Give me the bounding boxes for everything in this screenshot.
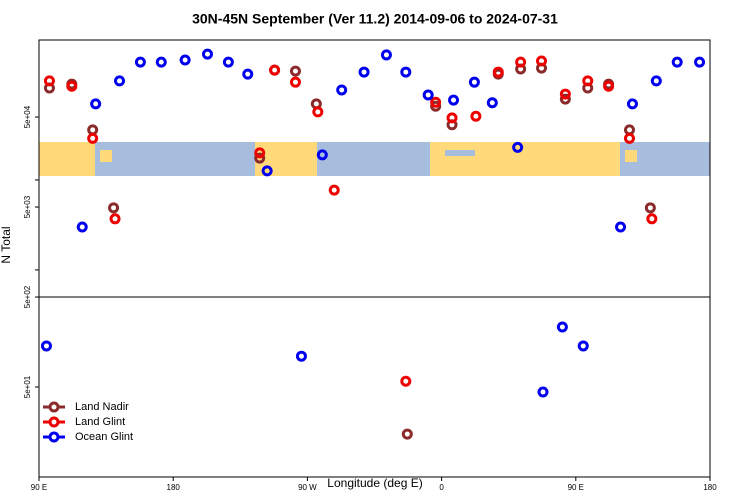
point (87, 124, 99, 136)
point (40, 340, 52, 352)
point (401, 428, 413, 440)
point (400, 375, 412, 387)
point (155, 56, 167, 68)
point (134, 56, 146, 68)
point (380, 49, 392, 61)
point (694, 56, 706, 68)
point (671, 56, 683, 68)
point (201, 48, 213, 60)
point (76, 221, 88, 233)
point (222, 56, 234, 68)
point (254, 152, 266, 164)
x-tick-label: 90 W (298, 483, 317, 492)
point (537, 386, 549, 398)
point (261, 165, 273, 177)
point (536, 55, 548, 67)
point (486, 97, 498, 109)
point (559, 88, 571, 100)
point (336, 84, 348, 96)
point (114, 75, 126, 87)
point (108, 202, 120, 214)
point (559, 93, 571, 105)
y-tick-label: 5e+03 (23, 195, 32, 218)
legend-marker (48, 431, 60, 443)
point (430, 96, 442, 108)
point (644, 202, 656, 214)
point (430, 100, 442, 112)
point (577, 340, 589, 352)
y-tick-label: 5e+04 (23, 105, 32, 128)
point (448, 94, 460, 106)
legend-marker (48, 416, 60, 428)
point (109, 213, 121, 225)
x-tick-label: 90 E (31, 483, 47, 492)
point (400, 66, 412, 78)
point (492, 66, 504, 78)
point (422, 89, 434, 101)
point (556, 321, 568, 333)
point (470, 110, 482, 122)
x-tick-label: 90 E (568, 483, 584, 492)
point (515, 56, 527, 68)
plot-frame (38, 39, 711, 478)
legend-label: Ocean Glint (75, 431, 133, 443)
legend-label: Land Glint (75, 416, 125, 428)
point (646, 213, 658, 225)
y-axis-label: N Total (0, 226, 13, 263)
point (90, 98, 102, 110)
point (254, 147, 266, 159)
point (66, 80, 78, 92)
map-strip (39, 142, 710, 176)
y-tick-label: 5e+01 (23, 375, 32, 398)
point (179, 54, 191, 66)
point (358, 66, 370, 78)
x-tick-label: 0 (439, 483, 444, 492)
point (242, 68, 254, 80)
point (623, 124, 635, 136)
point (289, 76, 301, 88)
legend-label: Land Nadir (75, 401, 129, 413)
point (87, 132, 99, 144)
point (512, 141, 524, 153)
x-tick-label: 180 (703, 483, 717, 492)
y-tick-label: 5e+02 (23, 285, 32, 308)
point (289, 65, 301, 77)
chart-title: 30N-45N September (Ver 11.2) 2014-09-06 … (192, 11, 558, 27)
point (468, 76, 480, 88)
point (623, 132, 635, 144)
x-axis-label: Longitude (deg E) (327, 476, 422, 490)
point (446, 112, 458, 124)
point (603, 80, 615, 92)
point (295, 350, 307, 362)
point (269, 64, 281, 76)
x-tick-label: 180 (167, 483, 181, 492)
legend-marker (48, 401, 60, 413)
point (328, 184, 340, 196)
point (626, 98, 638, 110)
point (650, 75, 662, 87)
point (615, 221, 627, 233)
point (316, 149, 328, 161)
point (312, 106, 324, 118)
point (582, 75, 594, 87)
point (43, 75, 55, 87)
